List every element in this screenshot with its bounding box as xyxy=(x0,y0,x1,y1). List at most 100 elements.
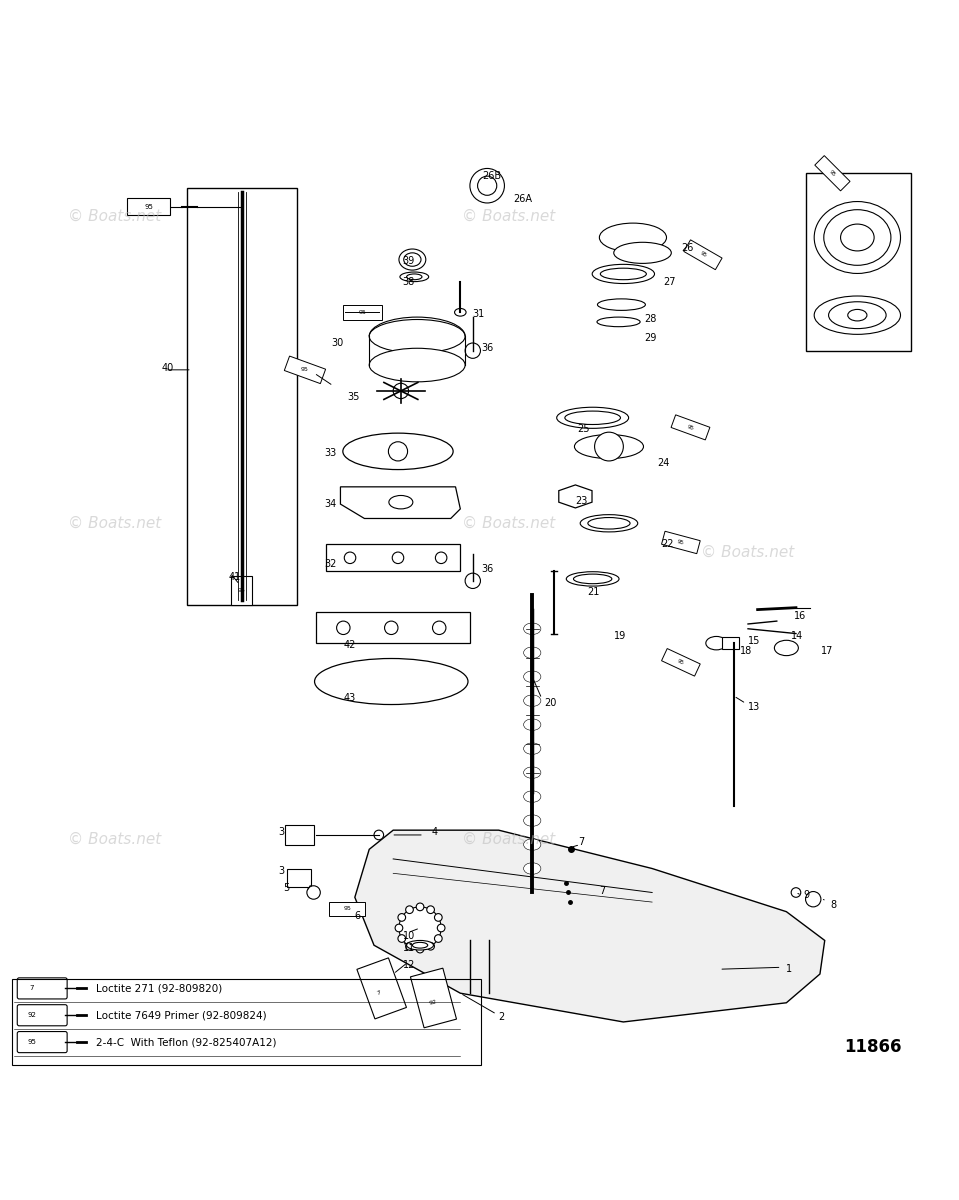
Ellipse shape xyxy=(565,412,620,425)
Text: 3: 3 xyxy=(278,827,284,838)
Text: 33: 33 xyxy=(324,449,337,458)
Text: 21: 21 xyxy=(587,587,599,598)
Circle shape xyxy=(307,886,320,899)
Ellipse shape xyxy=(343,433,454,469)
Circle shape xyxy=(388,442,408,461)
Bar xyxy=(662,532,700,553)
Ellipse shape xyxy=(588,517,630,529)
Text: 11866: 11866 xyxy=(844,1038,901,1056)
Circle shape xyxy=(791,888,801,898)
Text: 7: 7 xyxy=(599,886,606,895)
Text: 11: 11 xyxy=(403,943,415,953)
Ellipse shape xyxy=(369,348,465,382)
Text: 95: 95 xyxy=(27,1039,36,1045)
Text: 32: 32 xyxy=(324,558,337,569)
Text: 18: 18 xyxy=(740,646,753,656)
Text: 95: 95 xyxy=(677,659,685,666)
Circle shape xyxy=(399,907,441,949)
Text: © Boats.net: © Boats.net xyxy=(68,209,162,224)
Text: 95: 95 xyxy=(829,169,836,178)
Ellipse shape xyxy=(829,301,886,329)
Text: 40: 40 xyxy=(161,362,174,373)
Ellipse shape xyxy=(814,296,901,335)
Ellipse shape xyxy=(580,515,638,532)
Bar xyxy=(806,173,911,350)
Bar xyxy=(815,156,850,191)
Text: 95: 95 xyxy=(238,588,246,593)
Ellipse shape xyxy=(706,636,727,650)
Text: 23: 23 xyxy=(575,497,588,506)
Circle shape xyxy=(406,906,413,913)
Text: 43: 43 xyxy=(343,692,356,703)
Ellipse shape xyxy=(524,815,541,827)
Text: © Boats.net: © Boats.net xyxy=(701,545,795,559)
Circle shape xyxy=(595,432,623,461)
Text: 20: 20 xyxy=(545,697,557,708)
Text: 2-4-C  With Teflon (92-825407A12): 2-4-C With Teflon (92-825407A12) xyxy=(96,1037,276,1048)
Text: 95: 95 xyxy=(677,539,685,546)
Text: 30: 30 xyxy=(331,338,343,348)
Ellipse shape xyxy=(412,942,428,948)
Ellipse shape xyxy=(524,719,541,731)
Bar xyxy=(127,198,171,216)
Text: 36: 36 xyxy=(481,564,494,575)
Circle shape xyxy=(393,383,409,398)
Bar xyxy=(410,968,456,1028)
Circle shape xyxy=(398,913,406,922)
Ellipse shape xyxy=(524,743,541,755)
Bar xyxy=(288,870,312,887)
Text: 36: 36 xyxy=(481,343,494,353)
Text: 26B: 26B xyxy=(482,172,502,181)
Text: © Boats.net: © Boats.net xyxy=(461,209,555,224)
Circle shape xyxy=(416,946,424,953)
Ellipse shape xyxy=(524,791,541,803)
Text: 7: 7 xyxy=(376,990,382,996)
Text: 38: 38 xyxy=(403,277,415,287)
Text: 17: 17 xyxy=(821,646,833,656)
Circle shape xyxy=(374,830,384,840)
Circle shape xyxy=(465,574,480,588)
Circle shape xyxy=(427,942,434,950)
Ellipse shape xyxy=(597,299,645,311)
Text: 8: 8 xyxy=(830,900,836,910)
Text: 24: 24 xyxy=(657,458,669,468)
Bar xyxy=(357,958,407,1019)
Ellipse shape xyxy=(524,623,541,635)
Text: 4: 4 xyxy=(432,827,437,838)
Text: Loctite 271 (92-809820): Loctite 271 (92-809820) xyxy=(96,983,222,994)
Text: 5: 5 xyxy=(283,883,290,893)
Ellipse shape xyxy=(404,253,421,266)
Text: 26A: 26A xyxy=(513,194,532,204)
Circle shape xyxy=(806,892,821,907)
Text: 6: 6 xyxy=(355,912,361,922)
Text: 28: 28 xyxy=(644,314,657,324)
Text: 14: 14 xyxy=(791,631,804,642)
Circle shape xyxy=(392,552,404,564)
FancyBboxPatch shape xyxy=(17,1032,67,1052)
Bar xyxy=(329,902,365,916)
Text: 29: 29 xyxy=(644,334,657,343)
Text: 2: 2 xyxy=(499,1012,505,1022)
Circle shape xyxy=(433,622,446,635)
Text: 92: 92 xyxy=(27,1013,36,1019)
Text: © Boats.net: © Boats.net xyxy=(461,833,555,847)
Circle shape xyxy=(470,168,504,203)
FancyBboxPatch shape xyxy=(17,978,67,998)
Circle shape xyxy=(435,552,447,564)
Ellipse shape xyxy=(315,659,468,704)
Text: 26: 26 xyxy=(681,244,693,253)
Text: 42: 42 xyxy=(343,640,356,650)
Ellipse shape xyxy=(599,223,667,252)
Circle shape xyxy=(427,906,434,913)
Circle shape xyxy=(398,935,406,942)
Ellipse shape xyxy=(593,264,655,283)
Circle shape xyxy=(478,176,497,196)
Ellipse shape xyxy=(369,319,465,353)
Circle shape xyxy=(385,622,398,635)
Ellipse shape xyxy=(524,767,541,779)
Text: 9: 9 xyxy=(804,890,809,900)
Polygon shape xyxy=(340,487,460,518)
Text: 12: 12 xyxy=(403,960,415,971)
Polygon shape xyxy=(326,545,460,571)
Text: 95: 95 xyxy=(301,367,309,372)
